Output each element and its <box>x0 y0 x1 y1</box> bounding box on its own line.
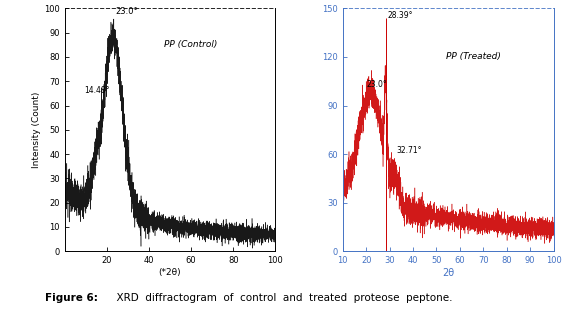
Text: 14.48°: 14.48° <box>85 86 110 95</box>
Text: Figure 6:: Figure 6: <box>45 293 98 303</box>
X-axis label: 2θ: 2θ <box>442 268 454 278</box>
Text: PP (Control): PP (Control) <box>165 40 217 49</box>
Text: 23.0°: 23.0° <box>115 7 138 16</box>
Text: 32.71°: 32.71° <box>397 146 422 155</box>
X-axis label: (*2θ): (*2θ) <box>158 268 182 277</box>
Text: 28.39°: 28.39° <box>387 11 413 20</box>
Y-axis label: Intensity (Count): Intensity (Count) <box>32 92 41 168</box>
Text: PP (Treated): PP (Treated) <box>446 53 501 61</box>
Text: 23.0°: 23.0° <box>366 80 387 89</box>
Text: XRD  diffractogram  of  control  and  treated  proteose  peptone.: XRD diffractogram of control and treated… <box>110 293 452 303</box>
